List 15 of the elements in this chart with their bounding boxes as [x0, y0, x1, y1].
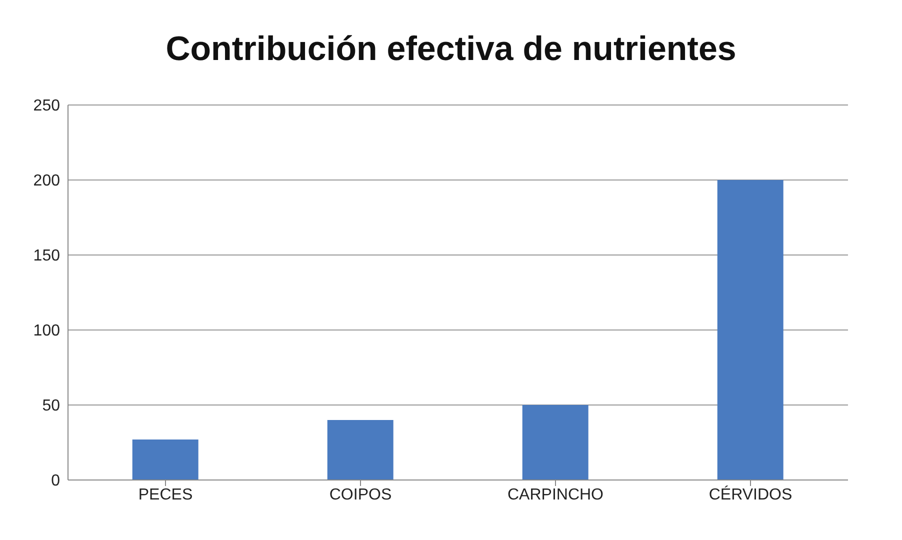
bar — [132, 440, 198, 480]
y-tick-label: 50 — [42, 398, 60, 415]
bar — [327, 420, 394, 480]
x-tick-label: CÉRVIDOS — [708, 485, 792, 504]
y-tick-label: 200 — [33, 172, 60, 190]
x-tick-label: CARPINCHO — [507, 486, 604, 504]
y-tick-label: 150 — [33, 248, 60, 265]
x-tick-label: COIPOS — [329, 486, 392, 504]
y-tick-label: 250 — [33, 98, 60, 115]
y-tick-label: 0 — [51, 472, 60, 490]
bar — [717, 180, 784, 480]
bar — [522, 405, 588, 480]
x-tick-label: PECES — [138, 486, 193, 504]
y-tick-label: 100 — [33, 322, 60, 340]
chart-title: Contribución efectiva de nutrientes — [164, 29, 738, 70]
